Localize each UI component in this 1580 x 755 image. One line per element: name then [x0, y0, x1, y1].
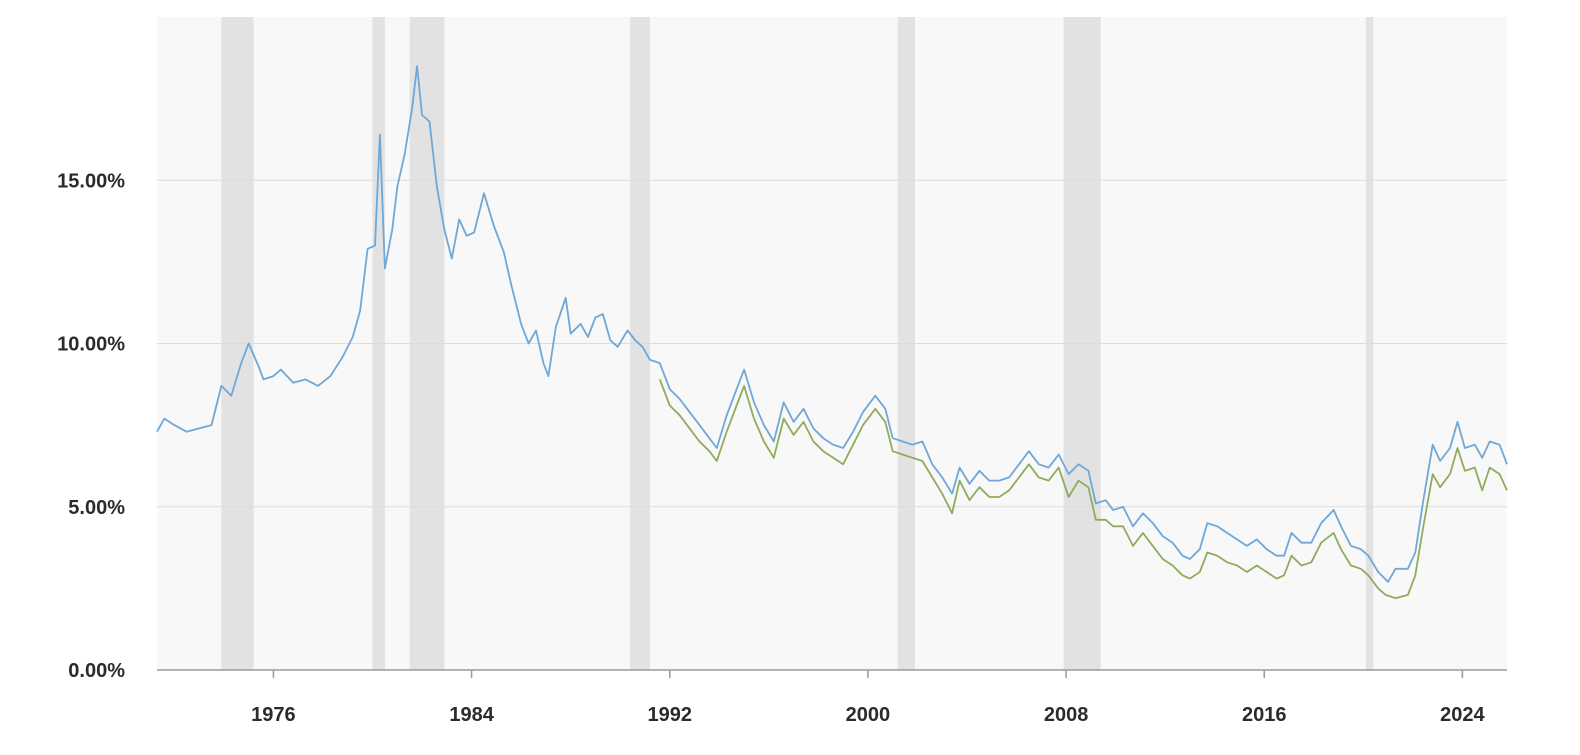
- x-tick-label: 2016: [1242, 704, 1287, 726]
- y-tick-label: 15.00%: [57, 170, 125, 192]
- series-lines: [156, 65, 1508, 600]
- x-tick-labels: 1976 1984 1992 2000 2008 2016 2024: [251, 670, 1486, 726]
- x-tick-label: 1976: [251, 704, 296, 726]
- x-tick-label: 2008: [1044, 704, 1089, 726]
- series-line-2: [658, 379, 1508, 600]
- y-tick-labels: 0.00% 5.00% 10.00% 15.00%: [57, 170, 125, 682]
- x-tick-label: 2000: [846, 704, 891, 726]
- x-tick-label: 2024: [1440, 704, 1485, 726]
- x-tick-label: 1992: [648, 704, 693, 726]
- y-tick-label: 0.00%: [68, 660, 125, 682]
- y-tick-label: 10.00%: [57, 334, 125, 356]
- series-line-1: [156, 65, 1508, 583]
- y-tick-label: 5.00%: [68, 497, 125, 519]
- x-tick-label: 1984: [449, 704, 494, 726]
